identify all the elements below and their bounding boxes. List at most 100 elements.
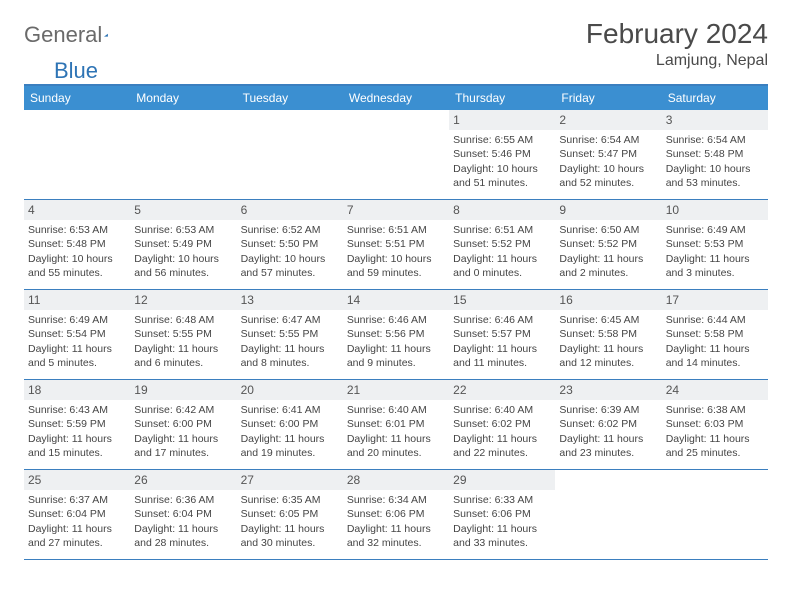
sunrise-text: Sunrise: 6:38 AM bbox=[666, 403, 764, 417]
daylight-text-2: and 8 minutes. bbox=[241, 356, 339, 370]
sunset-text: Sunset: 5:55 PM bbox=[241, 327, 339, 341]
sunset-text: Sunset: 6:00 PM bbox=[134, 417, 232, 431]
sunrise-text: Sunrise: 6:50 AM bbox=[559, 223, 657, 237]
sunrise-text: Sunrise: 6:40 AM bbox=[453, 403, 551, 417]
daylight-text-2: and 23 minutes. bbox=[559, 446, 657, 460]
day-number: 22 bbox=[449, 380, 555, 400]
day-cell: 23Sunrise: 6:39 AMSunset: 6:02 PMDayligh… bbox=[555, 380, 661, 470]
daylight-text-2: and 33 minutes. bbox=[453, 536, 551, 550]
weekday-header: Monday bbox=[130, 86, 236, 110]
sunset-text: Sunset: 5:59 PM bbox=[28, 417, 126, 431]
sunrise-text: Sunrise: 6:51 AM bbox=[453, 223, 551, 237]
daylight-text-1: Daylight: 10 hours bbox=[134, 252, 232, 266]
daylight-text-2: and 27 minutes. bbox=[28, 536, 126, 550]
day-cell: 3Sunrise: 6:54 AMSunset: 5:48 PMDaylight… bbox=[662, 110, 768, 200]
daylight-text-2: and 57 minutes. bbox=[241, 266, 339, 280]
daylight-text-2: and 0 minutes. bbox=[453, 266, 551, 280]
weekday-header: Thursday bbox=[449, 86, 555, 110]
day-cell: 11Sunrise: 6:49 AMSunset: 5:54 PMDayligh… bbox=[24, 290, 130, 380]
day-number: 27 bbox=[237, 470, 343, 490]
daylight-text-1: Daylight: 11 hours bbox=[559, 432, 657, 446]
empty-cell bbox=[24, 110, 130, 200]
day-cell: 12Sunrise: 6:48 AMSunset: 5:55 PMDayligh… bbox=[130, 290, 236, 380]
daylight-text-2: and 55 minutes. bbox=[28, 266, 126, 280]
weekday-header: Wednesday bbox=[343, 86, 449, 110]
daylight-text-1: Daylight: 11 hours bbox=[241, 522, 339, 536]
brand-name-2: Blue bbox=[54, 58, 98, 84]
sunset-text: Sunset: 5:58 PM bbox=[559, 327, 657, 341]
sunrise-text: Sunrise: 6:53 AM bbox=[28, 223, 126, 237]
daylight-text-1: Daylight: 11 hours bbox=[453, 252, 551, 266]
day-number: 8 bbox=[449, 200, 555, 220]
sunrise-text: Sunrise: 6:45 AM bbox=[559, 313, 657, 327]
day-number: 26 bbox=[130, 470, 236, 490]
daylight-text-2: and 15 minutes. bbox=[28, 446, 126, 460]
sunset-text: Sunset: 6:02 PM bbox=[559, 417, 657, 431]
sunset-text: Sunset: 6:06 PM bbox=[453, 507, 551, 521]
logo-triangle-icon bbox=[104, 26, 108, 44]
day-cell: 4Sunrise: 6:53 AMSunset: 5:48 PMDaylight… bbox=[24, 200, 130, 290]
daylight-text-1: Daylight: 11 hours bbox=[28, 342, 126, 356]
sunset-text: Sunset: 5:50 PM bbox=[241, 237, 339, 251]
day-cell: 26Sunrise: 6:36 AMSunset: 6:04 PMDayligh… bbox=[130, 470, 236, 560]
day-cell: 16Sunrise: 6:45 AMSunset: 5:58 PMDayligh… bbox=[555, 290, 661, 380]
daylight-text-1: Daylight: 10 hours bbox=[453, 162, 551, 176]
day-cell: 19Sunrise: 6:42 AMSunset: 6:00 PMDayligh… bbox=[130, 380, 236, 470]
sunset-text: Sunset: 6:04 PM bbox=[28, 507, 126, 521]
daylight-text-1: Daylight: 11 hours bbox=[559, 342, 657, 356]
day-cell: 14Sunrise: 6:46 AMSunset: 5:56 PMDayligh… bbox=[343, 290, 449, 380]
day-number: 7 bbox=[343, 200, 449, 220]
daylight-text-1: Daylight: 11 hours bbox=[453, 432, 551, 446]
day-cell: 1Sunrise: 6:55 AMSunset: 5:46 PMDaylight… bbox=[449, 110, 555, 200]
day-number: 21 bbox=[343, 380, 449, 400]
day-cell: 18 Sunrise: 6:43 AMSunset: 5:59 PMDayligh… bbox=[24, 380, 130, 470]
empty-cell bbox=[662, 470, 768, 560]
daylight-text-1: Daylight: 11 hours bbox=[134, 522, 232, 536]
sunset-text: Sunset: 5:47 PM bbox=[559, 147, 657, 161]
sunset-text: Sunset: 5:48 PM bbox=[28, 237, 126, 251]
day-cell: 15Sunrise: 6:46 AMSunset: 5:57 PMDayligh… bbox=[449, 290, 555, 380]
month-title: February 2024 bbox=[586, 18, 768, 50]
sunrise-text: Sunrise: 6:42 AM bbox=[134, 403, 232, 417]
day-number: 20 bbox=[237, 380, 343, 400]
sunset-text: Sunset: 6:03 PM bbox=[666, 417, 764, 431]
daylight-text-1: Daylight: 11 hours bbox=[241, 342, 339, 356]
day-number: 13 bbox=[237, 290, 343, 310]
sunrise-text: Sunrise: 6:40 AM bbox=[347, 403, 445, 417]
day-number: 29 bbox=[449, 470, 555, 490]
daylight-text-2: and 20 minutes. bbox=[347, 446, 445, 460]
brand-logo: General bbox=[24, 22, 126, 48]
sunrise-text: Sunrise: 6:34 AM bbox=[347, 493, 445, 507]
daylight-text-1: Daylight: 11 hours bbox=[453, 342, 551, 356]
sunrise-text: Sunrise: 6:53 AM bbox=[134, 223, 232, 237]
daylight-text-1: Daylight: 11 hours bbox=[28, 432, 126, 446]
location-label: Lamjung, Nepal bbox=[586, 52, 768, 70]
day-cell: 2Sunrise: 6:54 AMSunset: 5:47 PMDaylight… bbox=[555, 110, 661, 200]
day-number: 15 bbox=[449, 290, 555, 310]
sunset-text: Sunset: 6:02 PM bbox=[453, 417, 551, 431]
brand-name-1: General bbox=[24, 22, 102, 48]
day-cell: 6Sunrise: 6:52 AMSunset: 5:50 PMDaylight… bbox=[237, 200, 343, 290]
daylight-text-2: and 32 minutes. bbox=[347, 536, 445, 550]
sunrise-text: Sunrise: 6:35 AM bbox=[241, 493, 339, 507]
daylight-text-2: and 51 minutes. bbox=[453, 176, 551, 190]
day-cell: 5Sunrise: 6:53 AMSunset: 5:49 PMDaylight… bbox=[130, 200, 236, 290]
day-number: 1 bbox=[449, 110, 555, 130]
sunset-text: Sunset: 6:04 PM bbox=[134, 507, 232, 521]
sunset-text: Sunset: 5:49 PM bbox=[134, 237, 232, 251]
day-cell: 24Sunrise: 6:38 AMSunset: 6:03 PMDayligh… bbox=[662, 380, 768, 470]
weekday-header: Sunday bbox=[24, 86, 130, 110]
day-cell: 7Sunrise: 6:51 AMSunset: 5:51 PMDaylight… bbox=[343, 200, 449, 290]
day-number: 6 bbox=[237, 200, 343, 220]
daylight-text-1: Daylight: 11 hours bbox=[666, 432, 764, 446]
sunrise-text: Sunrise: 6:43 AM bbox=[28, 403, 126, 417]
daylight-text-2: and 5 minutes. bbox=[28, 356, 126, 370]
day-number: 4 bbox=[24, 200, 130, 220]
sunrise-text: Sunrise: 6:41 AM bbox=[241, 403, 339, 417]
day-number: 12 bbox=[130, 290, 236, 310]
daylight-text-1: Daylight: 11 hours bbox=[559, 252, 657, 266]
daylight-text-2: and 19 minutes. bbox=[241, 446, 339, 460]
day-number: 18 bbox=[24, 380, 130, 400]
daylight-text-1: Daylight: 11 hours bbox=[241, 432, 339, 446]
sunrise-text: Sunrise: 6:49 AM bbox=[666, 223, 764, 237]
